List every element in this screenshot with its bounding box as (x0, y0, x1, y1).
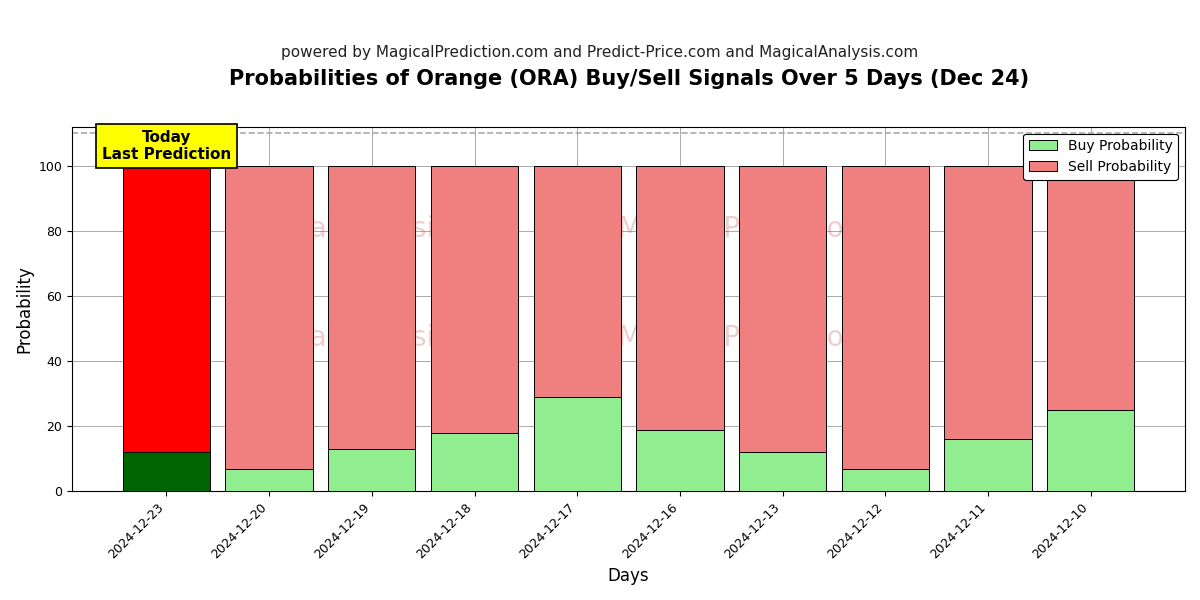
Bar (636, 166, 724, 430)
Text: MagicalPrediction.com: MagicalPrediction.com (617, 324, 930, 352)
Bar (431, 166, 518, 433)
Text: powered by MagicalPrediction.com and Predict-Price.com and MagicalAnalysis.com: powered by MagicalPrediction.com and Pre… (281, 45, 919, 60)
Bar (841, 469, 929, 491)
Bar (122, 452, 210, 491)
Text: MagicalPrediction.com: MagicalPrediction.com (617, 215, 930, 243)
Bar (1048, 166, 1134, 410)
Bar (328, 166, 415, 449)
Legend: Buy Probability, Sell Probability: Buy Probability, Sell Probability (1024, 134, 1178, 179)
Bar (636, 430, 724, 491)
Bar (226, 469, 313, 491)
Title: Probabilities of Orange (ORA) Buy/Sell Signals Over 5 Days (Dec 24): Probabilities of Orange (ORA) Buy/Sell S… (228, 69, 1028, 89)
Bar (431, 433, 518, 491)
Bar (739, 166, 827, 452)
Bar (944, 166, 1032, 439)
X-axis label: Days: Days (607, 567, 649, 585)
Text: MagicalAnalysis.com: MagicalAnalysis.com (228, 324, 517, 352)
Bar (122, 166, 210, 452)
Y-axis label: Probability: Probability (16, 265, 34, 353)
Bar (1048, 410, 1134, 491)
Bar (534, 397, 620, 491)
Bar (739, 452, 827, 491)
Bar (534, 166, 620, 397)
Bar (841, 166, 929, 469)
Bar (944, 439, 1032, 491)
Text: Today
Last Prediction: Today Last Prediction (102, 130, 232, 163)
Bar (226, 166, 313, 469)
Bar (328, 449, 415, 491)
Text: MagicalAnalysis.com: MagicalAnalysis.com (228, 215, 517, 243)
